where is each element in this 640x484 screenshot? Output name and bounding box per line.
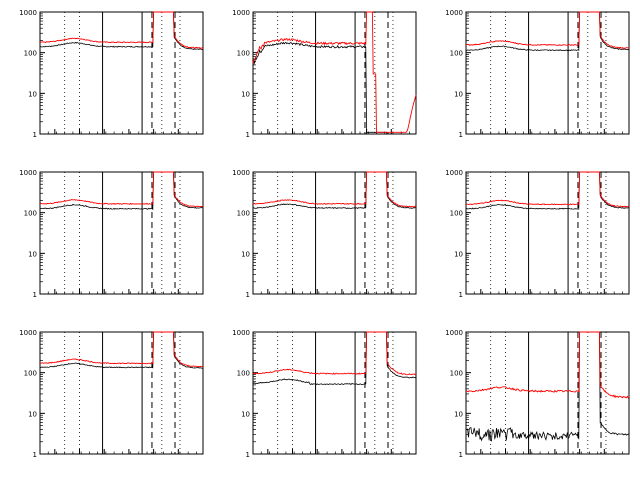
plot-frame (465, 171, 630, 295)
lld-series-line (252, 171, 417, 208)
y-tick-label: 1 (33, 131, 37, 139)
y-tick-label: 10 (454, 90, 463, 98)
y-tick-label: 1000 (232, 9, 250, 17)
y-tick-label: 1000 (232, 329, 250, 337)
y-tick-label: 100 (237, 370, 250, 378)
plot-frame (39, 331, 204, 455)
y-tick-label: 1 (246, 451, 250, 459)
plot-frame (39, 11, 204, 135)
events-series-line (252, 41, 416, 135)
plot-frame (465, 331, 630, 455)
events-series-line (39, 11, 204, 50)
panel-det9: 1 10 100 1000 (445, 329, 630, 459)
plot-frame (252, 11, 417, 135)
y-tick-label: 1000 (19, 169, 37, 177)
plot-frame (465, 11, 630, 135)
y-tick-label: 10 (28, 250, 37, 258)
events-series-line (252, 171, 417, 210)
y-tick-label: 100 (450, 50, 463, 58)
panel-det7: 1 10 100 1000 (19, 329, 204, 459)
y-tick-label: 1 (459, 451, 463, 459)
lld-series-line (252, 11, 417, 133)
y-tick-label: 1000 (19, 329, 37, 337)
y-tick-label: 10 (241, 250, 250, 258)
y-tick-label: 100 (24, 210, 37, 218)
panel-det1: 1 10 100 1000 (19, 9, 204, 139)
y-tick-label: 10 (28, 410, 37, 418)
y-tick-label: 1 (33, 291, 37, 299)
y-tick-label: 100 (450, 210, 463, 218)
events-series-line (465, 331, 630, 442)
lld-series-line (39, 11, 204, 49)
panel-det3: 1 10 100 1000 (445, 9, 630, 139)
y-tick-label: 100 (237, 210, 250, 218)
events-series-line (465, 11, 630, 52)
lld-series-line (40, 331, 204, 368)
y-tick-label: 1000 (19, 9, 37, 17)
events-series-line (39, 331, 204, 369)
y-tick-label: 1000 (445, 169, 463, 177)
y-tick-label: 10 (454, 410, 463, 418)
lld-series-line (465, 11, 630, 49)
lld-series-line (252, 331, 417, 376)
y-tick-label: 10 (241, 90, 250, 98)
y-tick-label: 1000 (232, 169, 250, 177)
y-tick-label: 1000 (445, 329, 463, 337)
y-tick-label: 1000 (445, 9, 463, 17)
events-series-line (465, 171, 630, 210)
y-tick-label: 1 (246, 131, 250, 139)
panel-det4: 1 10 100 1000 (19, 169, 204, 299)
y-tick-label: 10 (28, 90, 37, 98)
panel-det6: 1 10 100 1000 (445, 169, 630, 299)
y-tick-label: 100 (237, 50, 250, 58)
panel-det8: 1 10 100 1000 (232, 329, 417, 459)
y-tick-label: 10 (241, 410, 250, 418)
panel-det2: 1 10 100 1000 (232, 9, 417, 139)
plot-frame (252, 171, 417, 295)
y-tick-label: 1 (33, 451, 37, 459)
y-tick-label: 10 (454, 250, 463, 258)
events-series-line (39, 171, 204, 211)
lld-series-line (466, 331, 630, 399)
lld-series-line (39, 171, 204, 208)
y-tick-label: 1 (459, 131, 463, 139)
y-tick-label: 1 (459, 291, 463, 299)
plot-frame (252, 331, 417, 455)
events-series-line (252, 331, 417, 386)
plot-frame (39, 171, 204, 295)
y-tick-label: 100 (450, 370, 463, 378)
lld-series-line (465, 171, 629, 208)
y-tick-label: 100 (24, 50, 37, 58)
panel-det5: 1 10 100 1000 (232, 169, 417, 299)
y-tick-label: 1 (246, 291, 250, 299)
y-tick-label: 100 (24, 370, 37, 378)
